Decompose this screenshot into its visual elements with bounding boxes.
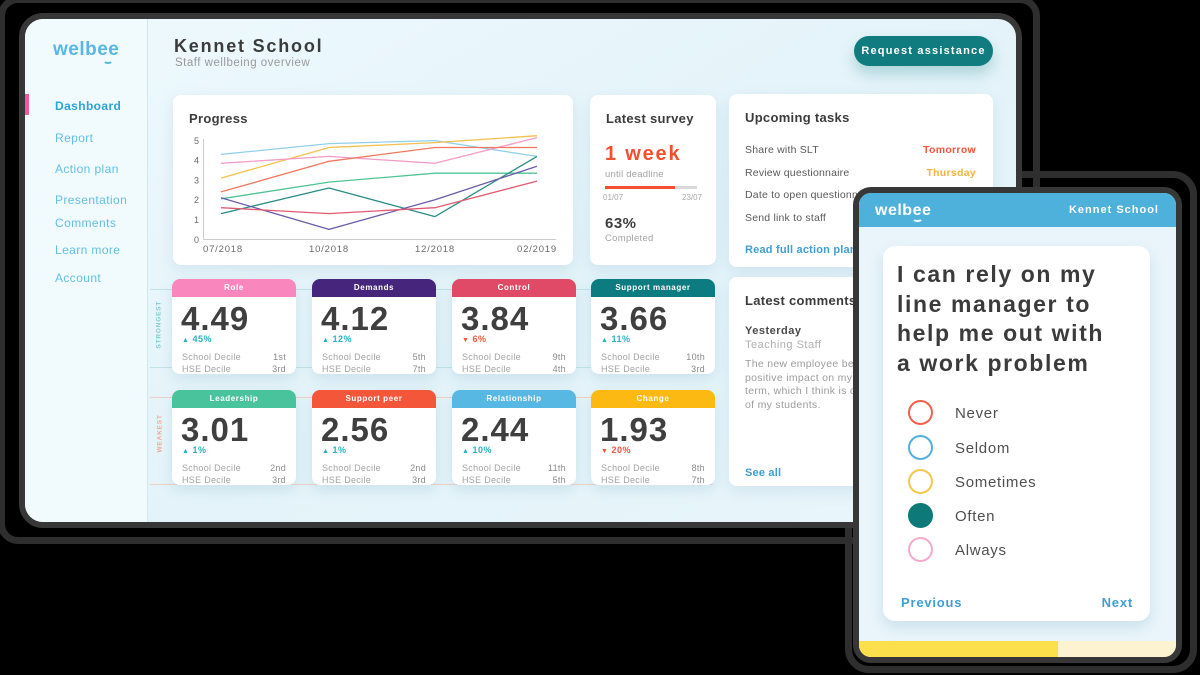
- svg-text:5: 5: [194, 136, 199, 146]
- svg-text:12/2018: 12/2018: [415, 244, 455, 255]
- svg-text:02/2019: 02/2019: [517, 244, 557, 255]
- svg-text:10/2018: 10/2018: [309, 244, 349, 255]
- svg-text:2: 2: [194, 195, 199, 205]
- svg-text:07/2018: 07/2018: [203, 244, 243, 255]
- svg-text:0: 0: [194, 235, 199, 245]
- svg-text:1: 1: [194, 215, 199, 225]
- svg-text:3: 3: [194, 176, 199, 186]
- svg-text:4: 4: [194, 156, 199, 166]
